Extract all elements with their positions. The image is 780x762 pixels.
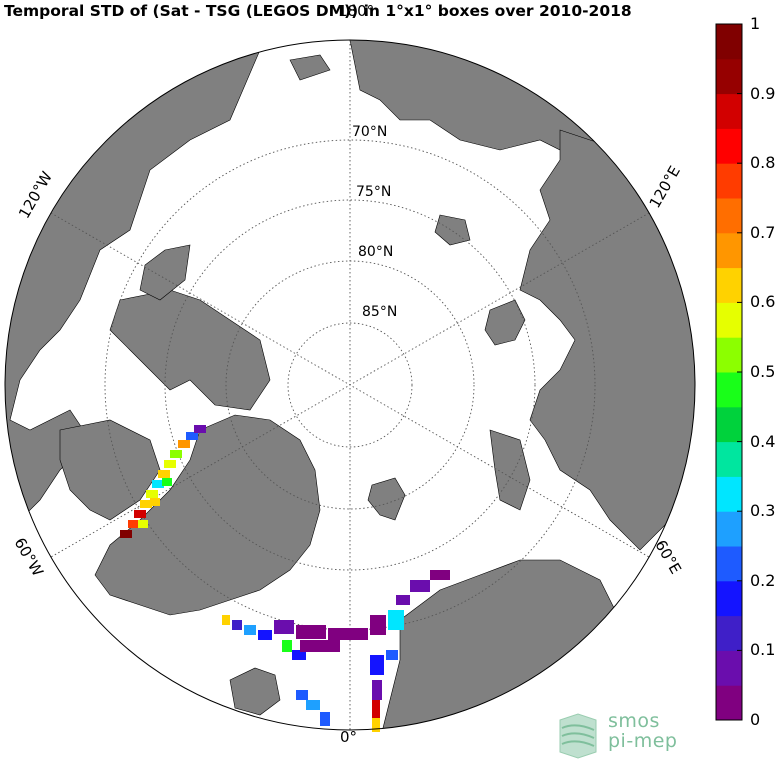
land-novaya-zemlya: [489, 429, 531, 511]
colorbar-block: [716, 372, 742, 408]
colorbar-tick-label: 0.3: [750, 501, 776, 521]
colorbar-block: [716, 93, 742, 129]
colorbar-block: [716, 163, 742, 199]
colorbar-block: [716, 511, 742, 547]
land-severnaya: [434, 214, 471, 246]
colorbar-tick-label: 0.9: [750, 83, 776, 103]
colorbar-block: [716, 476, 742, 512]
colorbar-tick-label: 0.5: [750, 362, 776, 381]
colorbar-blocks: [716, 24, 742, 721]
smos-pi-mep-logo: smos pi-mep: [556, 710, 686, 762]
colorbar-block: [716, 128, 742, 164]
colorbar-block: [716, 441, 742, 477]
land-kara-islands: [484, 299, 526, 346]
lon-label-0: 0°: [340, 728, 358, 746]
land-svalbard: [367, 477, 406, 521]
lat-label-80: 80°N: [358, 244, 394, 260]
lat-label-70: 70°N: [352, 124, 388, 140]
colorbar-ticks: [737, 23, 742, 721]
land-russia-east-side: [519, 129, 695, 551]
map-boundary: [4, 39, 696, 731]
lon-label-180: 180°: [338, 2, 375, 20]
colorbar-tick-label: 0.8: [750, 153, 776, 173]
colorbar-block: [716, 58, 742, 95]
colorbar-block: [716, 337, 742, 373]
colorbar-tick-label: 0.4: [750, 431, 776, 451]
colorbar-block: [716, 198, 742, 234]
logo-text-smos: smos: [608, 710, 660, 732]
colorbar-tick-label: 0.6: [750, 292, 776, 312]
colorbar-block: [716, 546, 742, 582]
colorbar-block: [716, 406, 742, 443]
colorbar-block: [716, 580, 742, 617]
colorbar-tick-label: 0.2: [750, 570, 776, 590]
lat-label-85: 85°N: [362, 304, 398, 320]
logo-text-pimep: pi-mep: [608, 730, 678, 752]
land-baffin: [59, 419, 161, 521]
land-alaska-top: [289, 54, 331, 81]
map-title: Temporal STD of (Sat - TSG (LEGOS DM)) i…: [4, 2, 632, 20]
meridian-lines: [50, 40, 650, 730]
land-canada-islands: [109, 289, 271, 411]
colorbar: [715, 23, 743, 721]
lat-label-75: 75°N: [356, 184, 392, 200]
colorbar-block: [716, 685, 742, 721]
colorbar-block: [716, 24, 742, 60]
colorbar-block: [716, 267, 742, 303]
land-ellesmere: [139, 244, 191, 301]
colorbar-block: [716, 650, 742, 686]
data-swath-north-atlantic: [222, 570, 450, 732]
colorbar-block: [716, 232, 742, 269]
land-iceland: [229, 667, 281, 716]
colorbar-tick-label: 0.7: [750, 222, 776, 242]
data-swath-greenland: [120, 425, 206, 538]
colorbar-block: [716, 615, 742, 651]
colorbar-tick-label: 1: [750, 14, 761, 33]
colorbar-tick-label: 0: [750, 710, 761, 729]
colorbar-tick-label: 0.1: [750, 640, 776, 660]
polar-map: [4, 39, 696, 732]
logo-mark-icon: [559, 713, 597, 759]
colorbar-block: [716, 302, 742, 338]
